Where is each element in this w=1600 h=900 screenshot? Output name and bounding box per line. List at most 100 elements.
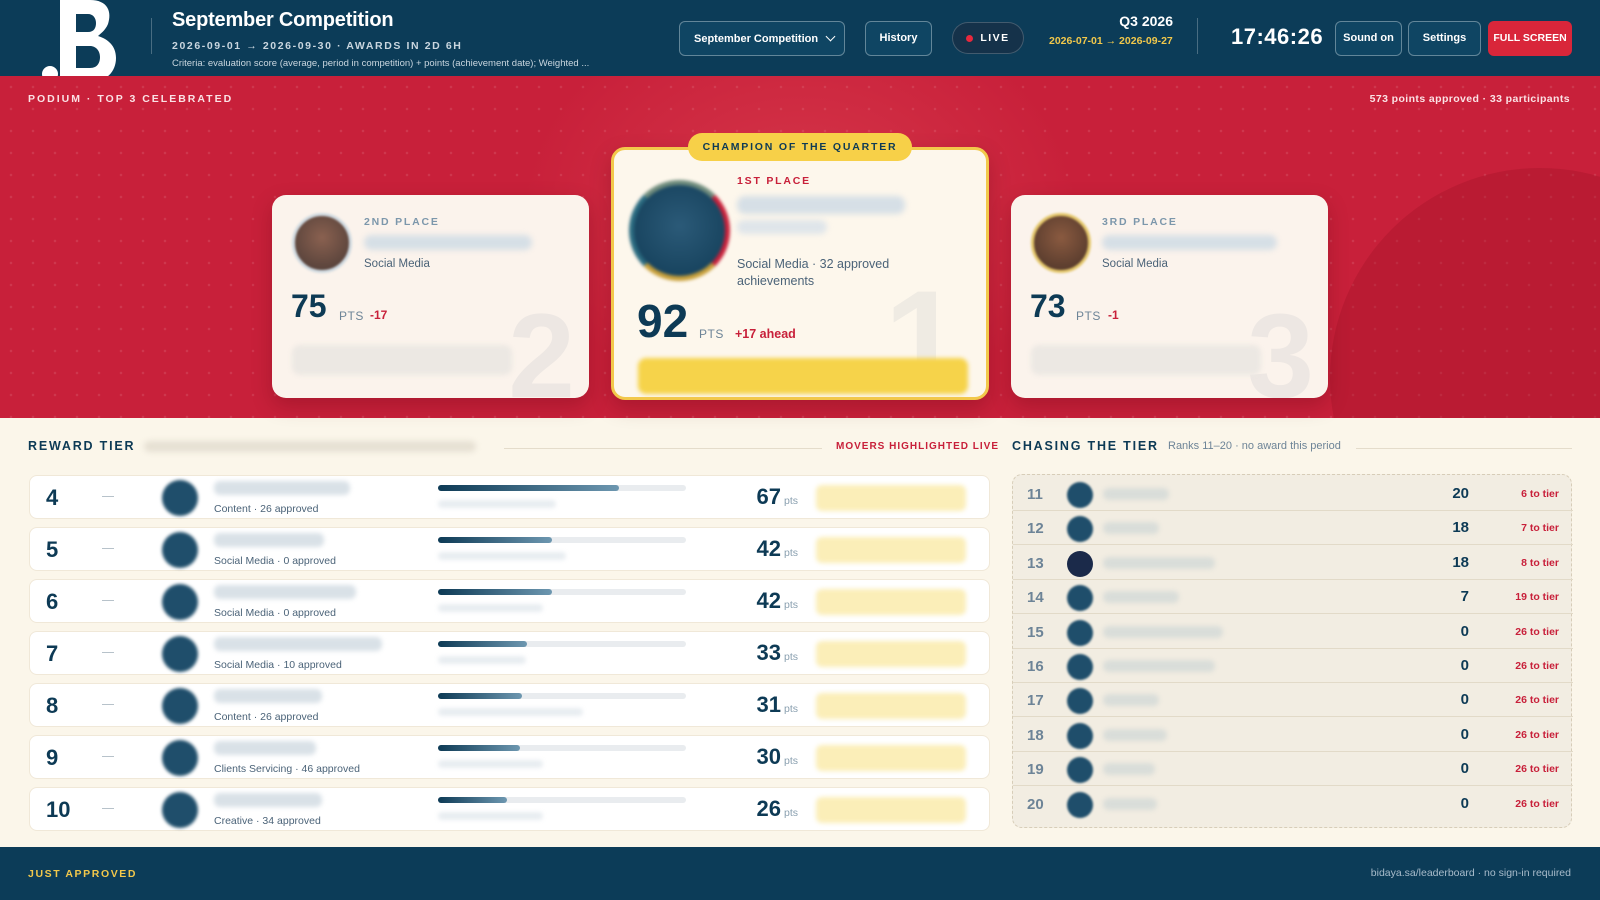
reward-tier-title: REWARD TIER xyxy=(28,439,136,453)
progress-caption-redacted xyxy=(438,500,556,508)
points-label: PTS xyxy=(699,327,724,341)
fullscreen-button[interactable]: FULL SCREEN xyxy=(1488,21,1572,56)
avatar xyxy=(162,636,198,672)
participant-name-redacted xyxy=(214,481,350,495)
live-dot-icon xyxy=(966,34,974,42)
progress-bar xyxy=(438,745,686,751)
gap-to-tier: 26 to tier xyxy=(1515,763,1559,776)
avatar xyxy=(1067,550,1093,577)
rank-number: 18 xyxy=(1027,726,1044,744)
avatar xyxy=(162,792,198,828)
rank-number: 8 xyxy=(46,693,59,718)
rank-number: 5 xyxy=(46,537,59,562)
participant-name-redacted xyxy=(1103,797,1157,810)
avatar xyxy=(292,213,352,273)
chasing-title: CHASING THE TIER xyxy=(1012,439,1159,453)
table-row[interactable]: 4 Content · 26 approved 67 pts xyxy=(29,475,990,519)
rank-number: 12 xyxy=(1027,520,1044,538)
competition-title: September Competition xyxy=(172,9,394,31)
rank-number: 17 xyxy=(1027,692,1044,710)
footer-url: bidaya.sa/leaderboard · no sign-in requi… xyxy=(1370,867,1571,879)
avatar xyxy=(1067,482,1093,508)
avatar xyxy=(1067,516,1093,543)
points-value: 75 xyxy=(291,288,327,324)
podium-card-second[interactable]: 2 2ND PLACE Social Media 75 PTS -17 xyxy=(272,195,589,398)
place-label: 2ND PLACE xyxy=(364,216,440,228)
table-row[interactable]: 9 Clients Servicing · 46 approved 30 pts xyxy=(29,735,990,779)
quarter-info: Q3 2026 2026-07-01 → 2026-09-27 xyxy=(1049,13,1189,48)
gap-to-tier: 26 to tier xyxy=(1515,694,1559,707)
participant-name-redacted xyxy=(1103,660,1215,672)
score-unit: pts xyxy=(784,547,799,559)
score-unit: pts xyxy=(784,703,799,715)
score-value: 33 xyxy=(756,640,781,665)
score-value: 18 xyxy=(1452,553,1469,571)
list-item[interactable]: 13 18 8 to tier xyxy=(1013,546,1573,580)
podium-label: PODIUM · TOP 3 CELEBRATED xyxy=(28,93,234,105)
list-item[interactable]: 20 0 26 to tier xyxy=(1013,787,1573,821)
participant-name-redacted xyxy=(214,689,322,703)
participant-meta: Social Media · 10 approved xyxy=(214,659,342,671)
participant-name-redacted xyxy=(214,585,356,599)
sound-toggle-button[interactable]: Sound on xyxy=(1335,21,1402,56)
rank-number: 10 xyxy=(46,797,71,822)
score-value: 31 xyxy=(756,692,781,717)
award-redacted xyxy=(1031,345,1261,375)
competition-select-value: September Competition xyxy=(694,32,819,45)
list-item[interactable]: 17 0 26 to tier xyxy=(1013,683,1573,718)
prize-redacted xyxy=(816,693,966,719)
progress-caption-redacted xyxy=(438,552,566,560)
participant-name-redacted xyxy=(737,196,905,214)
participant-name-redacted xyxy=(214,741,316,755)
table-row[interactable]: 8 Content · 26 approved 31 pts xyxy=(29,683,990,727)
history-button[interactable]: History xyxy=(865,21,932,56)
progress-bar xyxy=(438,589,686,595)
table-row[interactable]: 6 Social Media · 0 approved 42 pts xyxy=(29,579,990,623)
progress-caption-redacted xyxy=(438,760,543,768)
progress-bar xyxy=(438,485,686,491)
rank-number: 9 xyxy=(46,745,59,770)
list-item[interactable]: 18 0 26 to tier xyxy=(1013,718,1573,752)
avatar xyxy=(162,688,198,724)
avatar xyxy=(1067,722,1093,749)
list-item[interactable]: 19 0 26 to tier xyxy=(1013,752,1573,787)
participant-dept: Social Media · 32 approved achievements xyxy=(737,257,890,288)
score-value: 0 xyxy=(1460,622,1469,640)
place-label: 1ST PLACE xyxy=(737,175,811,187)
list-item[interactable]: 14 7 19 to tier xyxy=(1013,580,1573,615)
list-item[interactable]: 15 0 26 to tier xyxy=(1013,615,1573,649)
rank-number: 13 xyxy=(1027,554,1044,572)
section-divider xyxy=(504,448,822,449)
list-item[interactable]: 11 20 6 to tier xyxy=(1013,477,1573,511)
brand-logo xyxy=(42,0,116,82)
list-item[interactable]: 12 18 7 to tier xyxy=(1013,511,1573,546)
podium-card-third[interactable]: 3 3RD PLACE Social Media 73 PTS -1 xyxy=(1011,195,1328,398)
settings-button[interactable]: Settings xyxy=(1408,21,1481,56)
movement-neutral-icon xyxy=(102,600,114,601)
chasing-subtitle: Ranks 11–20 · no award this period xyxy=(1168,440,1341,452)
avatar xyxy=(162,740,198,776)
score-value: 18 xyxy=(1452,519,1469,537)
table-row[interactable]: 10 Creative · 34 approved 26 pts xyxy=(29,787,990,831)
movement-neutral-icon xyxy=(102,496,114,497)
progress-bar xyxy=(438,797,686,803)
quarter-label: Q3 2026 xyxy=(1119,13,1173,29)
podium-card-first[interactable]: 1 1ST PLACE Social Media · 32 approved a… xyxy=(611,147,989,400)
avatar xyxy=(1067,757,1093,784)
gap-to-tier: 8 to tier xyxy=(1521,556,1559,569)
participant-name-redacted xyxy=(1103,591,1179,604)
participant-name-redacted xyxy=(1103,763,1155,776)
competition-select[interactable]: September Competition xyxy=(679,21,845,56)
avatar xyxy=(629,180,730,281)
score-value: 20 xyxy=(1452,485,1469,502)
table-row[interactable]: 7 Social Media · 10 approved 33 pts xyxy=(29,631,990,675)
gap-to-tier: 7 to tier xyxy=(1521,522,1559,535)
live-indicator[interactable]: LIVE xyxy=(952,22,1024,54)
list-item[interactable]: 16 0 26 to tier xyxy=(1013,649,1573,683)
progress-fill xyxy=(438,693,522,699)
table-row[interactable]: 5 Social Media · 0 approved 42 pts xyxy=(29,527,990,571)
score-value: 42 xyxy=(756,536,781,561)
progress-bar xyxy=(438,641,686,647)
rank-number: 7 xyxy=(46,641,59,666)
score-unit: pts xyxy=(784,599,799,611)
